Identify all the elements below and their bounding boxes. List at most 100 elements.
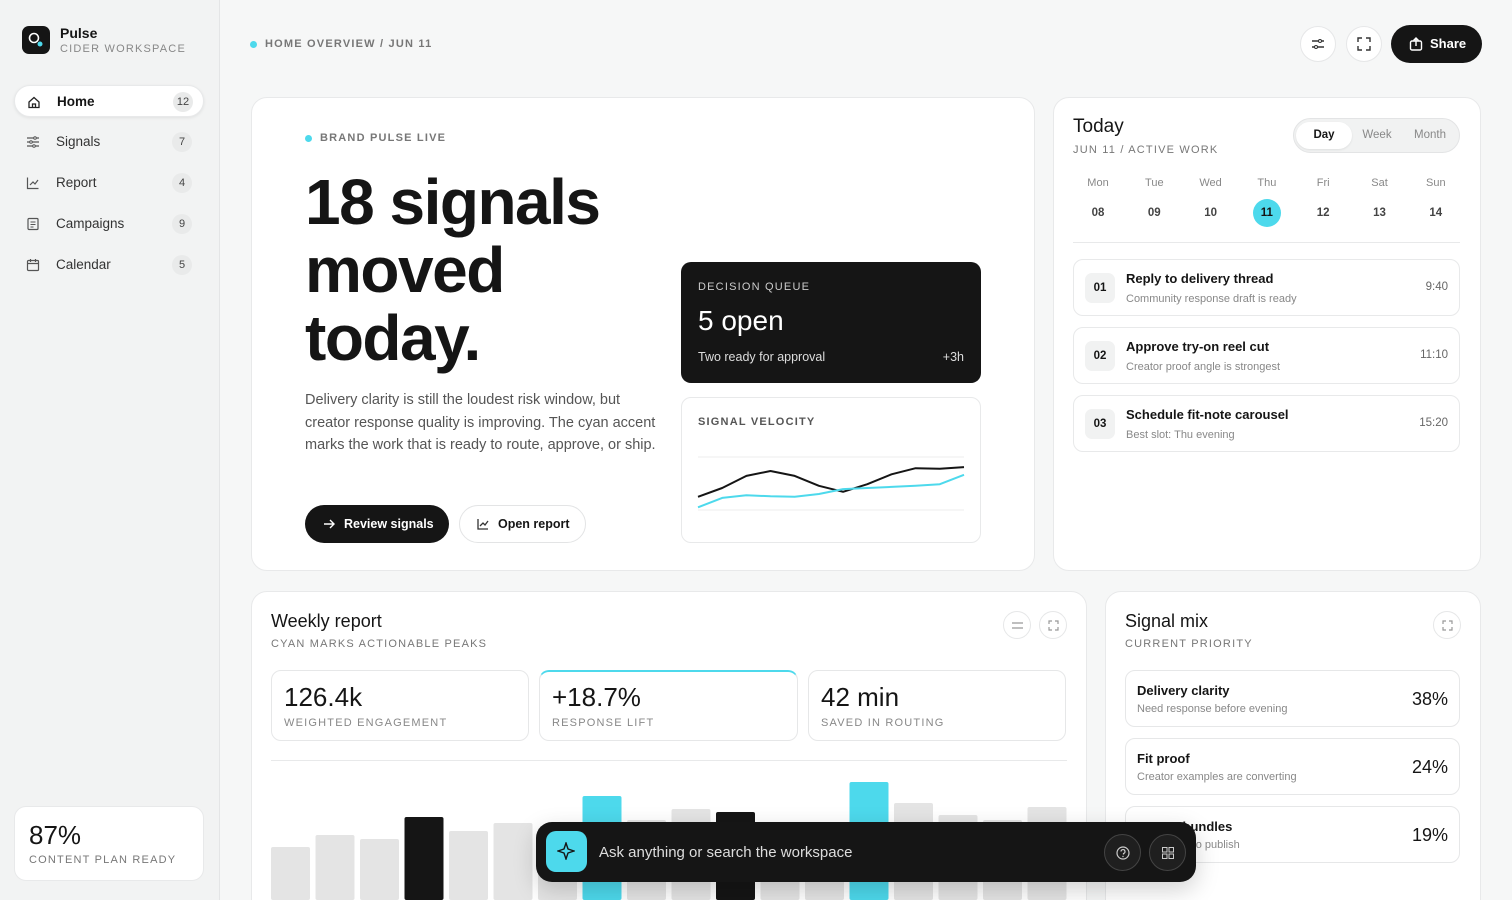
mix-item[interactable]: Delivery clarity Need response before eve… xyxy=(1125,670,1460,727)
stat-label: SAVED IN ROUTING xyxy=(821,717,945,729)
review-button[interactable]: Review signals xyxy=(305,505,449,543)
stat-card: +18.7% RESPONSE LIFT xyxy=(539,670,798,741)
task[interactable]: 03 Schedule fit-note carousel Best slot: T… xyxy=(1073,395,1460,452)
stat-card: 126.4k WEIGHTED ENGAGEMENT xyxy=(271,670,529,741)
nav-label: Report xyxy=(56,175,97,190)
help-icon xyxy=(1115,845,1130,860)
task-note: Best slot: Thu evening xyxy=(1126,429,1235,441)
mix-share: 19% xyxy=(1411,825,1448,845)
mix-share: 38% xyxy=(1411,689,1448,709)
mix-note: Need response before evening xyxy=(1137,703,1288,715)
filter-button[interactable] xyxy=(1003,611,1031,639)
search-bar[interactable]: Ask anything or search the workspace xyxy=(536,822,1196,882)
nav-count: 12 xyxy=(173,92,193,112)
nav-item[interactable]: Home 12 xyxy=(14,85,204,117)
velocity-line xyxy=(697,466,965,498)
day-name: Sun xyxy=(1426,177,1446,189)
bar xyxy=(493,823,533,900)
nav-icon xyxy=(27,95,41,109)
filter-button[interactable] xyxy=(1300,26,1336,62)
tab[interactable]: Week xyxy=(1362,129,1392,141)
icon xyxy=(26,177,39,190)
tab[interactable]: Month xyxy=(1414,129,1446,141)
day-date[interactable]: 12 xyxy=(1316,207,1330,219)
icon xyxy=(27,136,39,148)
task-title: Approve try-on reel cut xyxy=(1126,339,1270,354)
mix-list: Delivery clarity Need response before eve… xyxy=(0,0,1460,863)
chart-icon xyxy=(477,519,489,530)
nav-label: Campaigns xyxy=(56,216,125,231)
task-title: Reply to delivery thread xyxy=(1126,271,1274,286)
day-date[interactable]: 11 xyxy=(1252,199,1281,227)
nav-count: 9 xyxy=(172,214,192,234)
bar xyxy=(449,831,488,900)
stat-value: 42 min xyxy=(821,682,900,712)
bar xyxy=(271,847,310,900)
icon xyxy=(27,217,39,231)
task-number: 02 xyxy=(1085,341,1115,371)
today-title: Today xyxy=(1073,116,1124,137)
stat-value: 126.4k xyxy=(284,682,363,712)
plan-label: CONTENT PLAN READY xyxy=(29,854,177,866)
hero-body: Delivery clarity is still the loudest ri… xyxy=(305,392,656,453)
day-date[interactable]: 10 xyxy=(1204,207,1217,219)
day-date[interactable]: 14 xyxy=(1429,207,1443,219)
apps-button[interactable] xyxy=(1149,834,1186,871)
task[interactable]: 01 Reply to delivery thread Community resp… xyxy=(1073,259,1460,316)
share-button[interactable]: Share xyxy=(1391,25,1482,63)
day-date[interactable]: 13 xyxy=(1373,207,1386,219)
share-icon xyxy=(1409,37,1423,51)
velocity-line xyxy=(697,473,965,509)
brand: Pulse xyxy=(60,25,98,41)
nav-item[interactable]: Campaigns 9 xyxy=(14,208,204,240)
mix-item[interactable]: Fit proof Creator examples are converting… xyxy=(1125,738,1460,795)
expand-button[interactable] xyxy=(1346,26,1382,62)
arrow-icon xyxy=(324,519,335,529)
velocity-chart xyxy=(697,456,965,511)
bar xyxy=(360,839,399,900)
nav-item[interactable]: Signals 7 xyxy=(14,126,204,158)
nav-item[interactable]: Report 4 xyxy=(14,167,204,199)
share-label: Share xyxy=(1430,36,1467,51)
expand-button[interactable] xyxy=(1039,611,1067,639)
stats: 126.4k WEIGHTED ENGAGEMENT +18.7% RESPONSE … xyxy=(0,0,1066,741)
plan-card: 87% CONTENT PLAN READY xyxy=(14,806,204,881)
assistant-button[interactable] xyxy=(546,831,587,872)
mix-share: 24% xyxy=(1411,757,1448,777)
day-name: Mon xyxy=(1087,177,1109,189)
day-date[interactable]: 09 xyxy=(1147,207,1161,219)
sparkle-icon xyxy=(557,842,575,860)
day-date[interactable]: 08 xyxy=(1091,207,1105,219)
report-button[interactable]: Open report xyxy=(459,505,586,543)
nav-count: 7 xyxy=(172,132,192,152)
expand-icon xyxy=(1047,619,1059,631)
breadcrumb-dot xyxy=(250,41,257,48)
decision-note: Two ready for approval xyxy=(698,350,826,364)
bar xyxy=(315,835,355,900)
task[interactable]: 02 Approve try-on reel cut Creator proof a… xyxy=(1073,327,1460,384)
help-button[interactable] xyxy=(1104,834,1141,871)
today-subtitle: JUN 11 / ACTIVE WORK xyxy=(1073,144,1219,156)
bar xyxy=(404,817,444,900)
mix-subtitle: CURRENT PRIORITY xyxy=(1125,638,1253,650)
mix-note: Creator examples are converting xyxy=(1137,771,1297,783)
task-time: 9:40 xyxy=(1425,281,1448,293)
expand-icon xyxy=(1357,37,1371,51)
day-name: Fri xyxy=(1316,177,1330,189)
search-placeholder: Ask anything or search the workspace xyxy=(599,844,853,861)
logo-mark xyxy=(28,32,43,47)
workspace: CIDER WORKSPACE xyxy=(60,43,186,55)
report-label: Open report xyxy=(498,517,570,531)
nav-item[interactable]: Calendar 5 xyxy=(14,249,204,281)
expand-button[interactable] xyxy=(1433,611,1461,639)
stat-value: +18.7% xyxy=(552,682,641,712)
velocity-card: SIGNAL VELOCITY xyxy=(681,397,981,543)
nav: Home 12 Signals 7 Report 4 Campaigns 9 Calendar 5 xyxy=(0,0,220,300)
apps-icon xyxy=(1161,846,1174,859)
tab[interactable]: Day xyxy=(1296,122,1352,149)
nav-label: Home xyxy=(57,94,95,109)
decision-label: DECISION QUEUE xyxy=(698,281,811,293)
icon xyxy=(26,259,40,272)
task-list: 01 Reply to delivery thread Community resp… xyxy=(0,0,1460,452)
